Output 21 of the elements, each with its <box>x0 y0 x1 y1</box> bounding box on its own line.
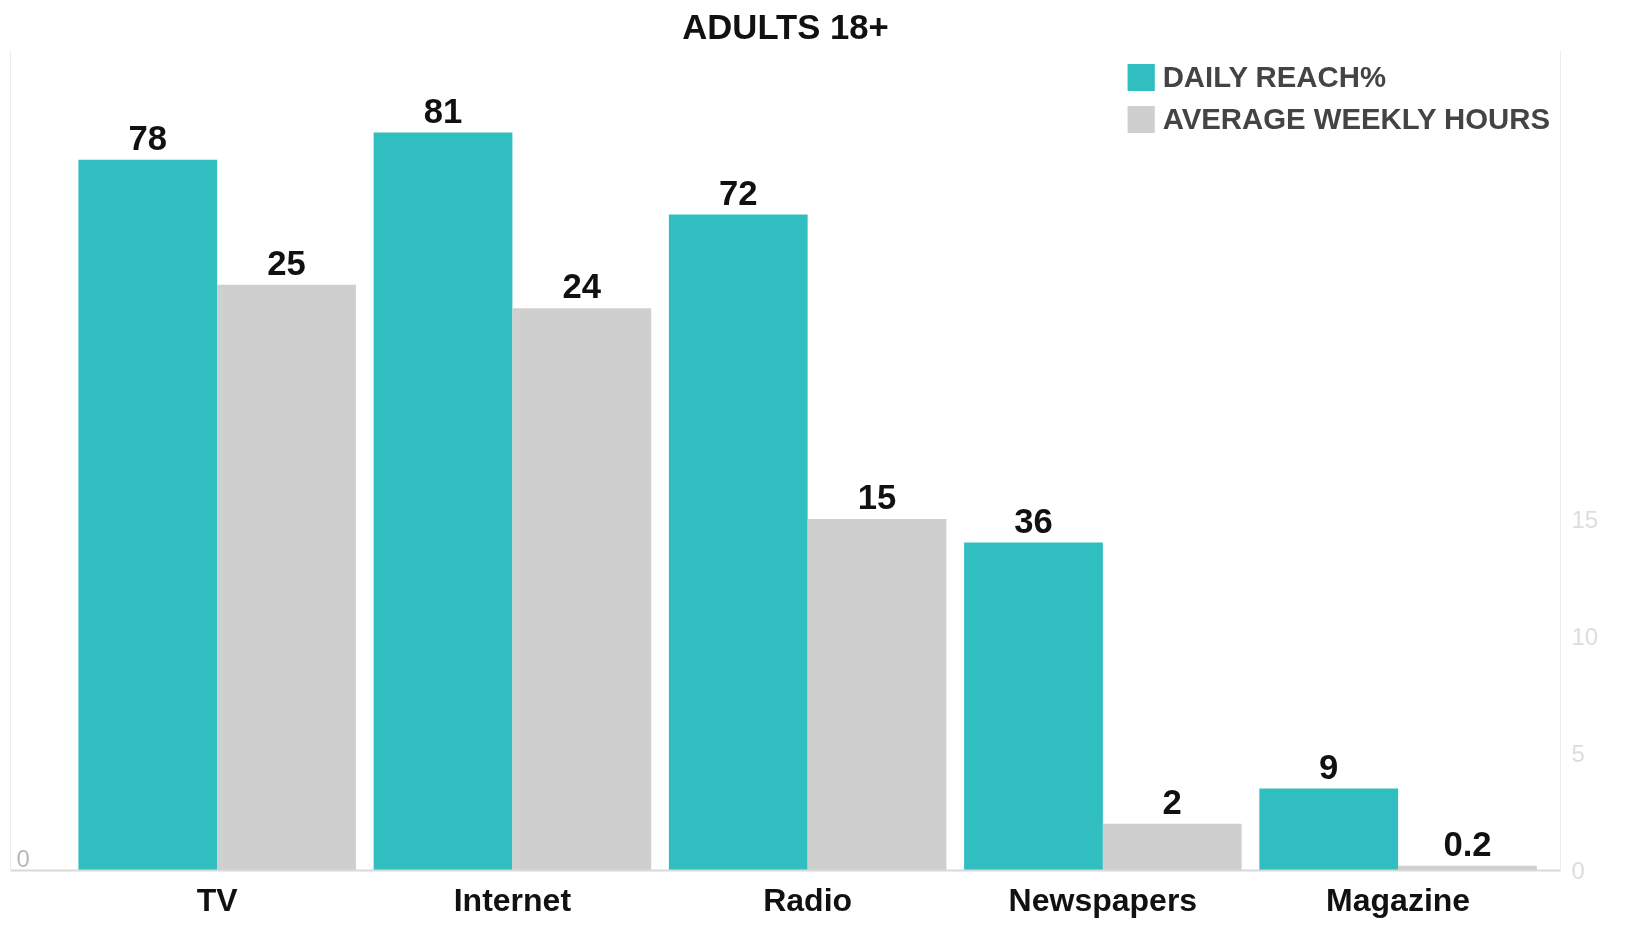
data-label: 15 <box>857 478 897 517</box>
legend-label: AVERAGE WEEKLY HOURS <box>1162 102 1550 136</box>
x-tick-label: TV <box>196 881 239 918</box>
x-tick-label: Radio <box>763 881 853 918</box>
x-tick-label: Newspapers <box>1008 881 1198 918</box>
data-label: 9 <box>1319 747 1339 786</box>
data-label: 2 <box>1162 782 1182 821</box>
data-label: 0.2 <box>1443 824 1492 863</box>
x-tick-label: Internet <box>453 881 572 918</box>
data-label: 78 <box>128 118 168 157</box>
chart-title: ADULTS 18+ <box>682 7 889 46</box>
bar <box>964 542 1103 871</box>
data-label: 81 <box>423 91 463 130</box>
bar <box>1259 788 1399 871</box>
legend-label: DAILY REACH% <box>1162 60 1386 94</box>
data-label: 24 <box>562 267 602 306</box>
data-label: 25 <box>267 243 306 282</box>
data-label: 72 <box>718 173 758 212</box>
x-tick-label: Magazine <box>1326 881 1471 918</box>
annotation: 0 <box>16 844 30 872</box>
data-label: 36 <box>1014 501 1053 540</box>
